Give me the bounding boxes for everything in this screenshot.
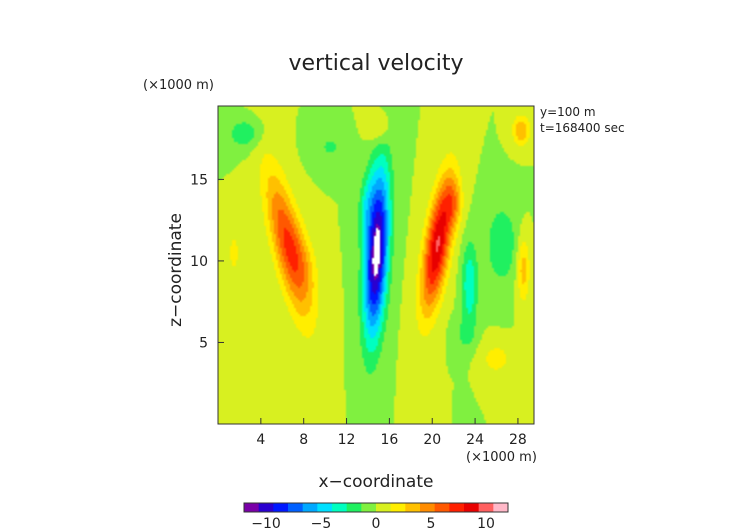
annotation-y-level: y=100 m bbox=[540, 105, 596, 119]
colorbar-swatch bbox=[478, 503, 494, 512]
x-tick-label: 8 bbox=[299, 432, 308, 448]
colorbar-swatch bbox=[302, 503, 318, 512]
colorbar-swatch bbox=[390, 503, 406, 512]
colorbar-swatch bbox=[405, 503, 421, 512]
colorbar-swatch bbox=[361, 503, 377, 512]
x-axis-label: x−coordinate bbox=[319, 472, 434, 492]
colorbar-tick-label: −10 bbox=[251, 516, 281, 532]
x-tick-label: 12 bbox=[338, 432, 356, 448]
colorbar-swatch bbox=[434, 503, 450, 512]
annotation-time: t=168400 sec bbox=[540, 121, 625, 135]
colorbar-swatch bbox=[449, 503, 465, 512]
y-tick-label: 5 bbox=[199, 335, 208, 351]
colorbar-swatch bbox=[288, 503, 304, 512]
colorbar-frame bbox=[243, 502, 509, 513]
colorbar-tick-label: −5 bbox=[311, 516, 332, 532]
x-tick-label: 16 bbox=[380, 432, 398, 448]
colorbar-swatch bbox=[420, 503, 436, 512]
x-tick-label: 20 bbox=[423, 432, 441, 448]
colorbar-swatch bbox=[273, 503, 289, 512]
colorbar-tick-label: 5 bbox=[427, 516, 436, 532]
colorbar-swatch bbox=[317, 503, 333, 512]
y-tick-label: 15 bbox=[190, 172, 208, 188]
colorbar-swatch bbox=[464, 503, 480, 512]
heatmap-field bbox=[218, 106, 534, 424]
colorbar-swatch bbox=[258, 503, 274, 512]
colorbar-swatch bbox=[493, 503, 509, 512]
x-axis-unit: (×1000 m) bbox=[466, 450, 537, 465]
x-axis-ticks: 4 8 12 16 20 24 28 bbox=[256, 418, 527, 448]
colorbar bbox=[243, 502, 509, 513]
colorbar-swatch bbox=[346, 503, 362, 512]
chart-title: vertical velocity bbox=[288, 51, 463, 76]
colorbar-tick-label: 10 bbox=[477, 516, 495, 532]
y-axis-label: z−coordinate bbox=[166, 213, 186, 327]
x-tick-label: 24 bbox=[466, 432, 484, 448]
colorbar-swatch bbox=[332, 503, 348, 512]
plot-area bbox=[217, 105, 535, 425]
colorbar-tick-label: 0 bbox=[372, 516, 381, 532]
colorbar-swatch bbox=[244, 503, 260, 512]
colorbar-swatch bbox=[376, 503, 392, 512]
x-tick-label: 4 bbox=[256, 432, 265, 448]
y-tick-label: 10 bbox=[190, 254, 208, 270]
colorbar-ticks: −10 −5 0 5 10 bbox=[251, 516, 495, 532]
y-axis-unit: (×1000 m) bbox=[143, 78, 214, 93]
x-tick-label: 28 bbox=[509, 432, 527, 448]
y-axis-ticks: 5 10 15 bbox=[190, 172, 224, 351]
plot-frame bbox=[217, 105, 535, 425]
